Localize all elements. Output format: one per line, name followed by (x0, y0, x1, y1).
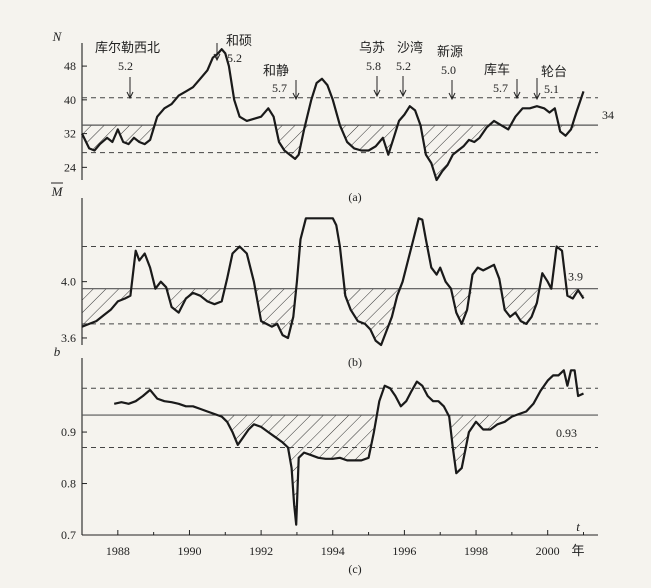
y-tick-label: 48 (64, 59, 76, 73)
earthquake-magnitude: 5.2 (118, 59, 133, 73)
earthquake-magnitude: 5.7 (493, 81, 508, 95)
event-arrowhead (213, 53, 221, 62)
earthquake-magnitude: 5.7 (272, 81, 287, 95)
y-axis-label: N (52, 29, 63, 44)
y-tick-label: 32 (64, 127, 76, 141)
event-arrowhead (448, 92, 456, 101)
earthquake-annotation: 沙湾 5.2 (396, 40, 423, 98)
earthquake-annotation: 乌苏 5.8 (359, 40, 385, 98)
event-arrowhead (513, 91, 521, 100)
earthquake-magnitude: 5.2 (396, 59, 411, 73)
panel-label: (b) (348, 355, 362, 369)
x-tick-label: 1988 (106, 544, 130, 558)
event-arrowhead (126, 91, 134, 100)
x-tick-label: 1996 (392, 544, 416, 558)
series-line (113, 369, 584, 526)
panel-label: (a) (348, 190, 361, 204)
x-tick-label: 1992 (249, 544, 273, 558)
panel-label: (c) (348, 562, 361, 576)
y-tick-label: 3.6 (61, 331, 76, 345)
mean-value-label: 34 (602, 108, 614, 122)
earthquake-name: 库尔勒西北 (95, 40, 160, 56)
hatched-region (82, 125, 584, 180)
series-line (81, 48, 585, 182)
y-tick-label: 40 (64, 93, 76, 107)
earthquake-annotation: 新源 5.0 (437, 44, 463, 101)
x-tick-label: 1998 (464, 544, 488, 558)
y-tick-label: 24 (64, 160, 76, 174)
event-arrowhead (533, 92, 541, 101)
earthquake-name: 和硕 (226, 34, 252, 49)
earthquake-annotation: 轮台 5.1 (533, 65, 567, 101)
panel-c: b 0.7 0.8 0.9 0.93 (c) 1988 1990 1992 1994 1996 199… (54, 344, 598, 576)
earthquake-magnitude: 5.0 (441, 63, 456, 77)
earthquake-annotation: 库车 5.7 (484, 62, 521, 100)
series-line (81, 217, 585, 347)
event-arrowhead (292, 92, 300, 101)
y-axis-label: M (51, 184, 64, 199)
event-arrowhead (399, 89, 407, 98)
earthquake-name: 和静 (263, 64, 289, 79)
mean-value-label: 3.9 (568, 270, 583, 284)
x-axis-unit: 年 (571, 544, 584, 559)
x-axis-label: t (576, 519, 580, 534)
event-arrowhead (373, 89, 381, 98)
earthquake-name: 乌苏 (359, 40, 385, 56)
earthquake-name: 库车 (484, 62, 510, 78)
earthquake-name: 沙湾 (397, 40, 423, 56)
y-tick-label: 0.8 (61, 477, 76, 491)
y-tick-label: 4.0 (61, 275, 76, 289)
earthquake-annotation: 和静 5.7 (263, 64, 300, 101)
earthquake-name: 新源 (437, 44, 463, 60)
hatched-region (82, 288, 584, 345)
panel-b: M 3.6 4.0 3.9 (b) (51, 182, 598, 369)
y-tick-label: 0.9 (61, 425, 76, 439)
earthquake-magnitude: 5.2 (227, 51, 242, 65)
x-tick-label: 1990 (177, 544, 201, 558)
earthquake-name: 轮台 (541, 65, 567, 80)
earthquake-magnitude: 5.1 (544, 82, 559, 96)
x-tick-label: 2000 (536, 544, 560, 558)
earthquake-magnitude: 5.8 (366, 59, 381, 73)
x-tick-label: 1994 (321, 544, 345, 558)
y-tick-label: 0.7 (61, 528, 76, 542)
mean-value-label: 0.93 (556, 426, 577, 440)
y-axis-label: b (54, 344, 61, 359)
panel-a: N 24 32 40 48 34 (a) 库尔勒西北 5.2 和硕 5.2 和静 5.7 乌苏 5.8 沙湾 5… (52, 29, 614, 204)
earthquake-annotation: 库尔勒西北 5.2 (95, 40, 160, 100)
hatched-region (114, 415, 584, 525)
earthquake-annotation: 和硕 5.2 (213, 34, 252, 65)
